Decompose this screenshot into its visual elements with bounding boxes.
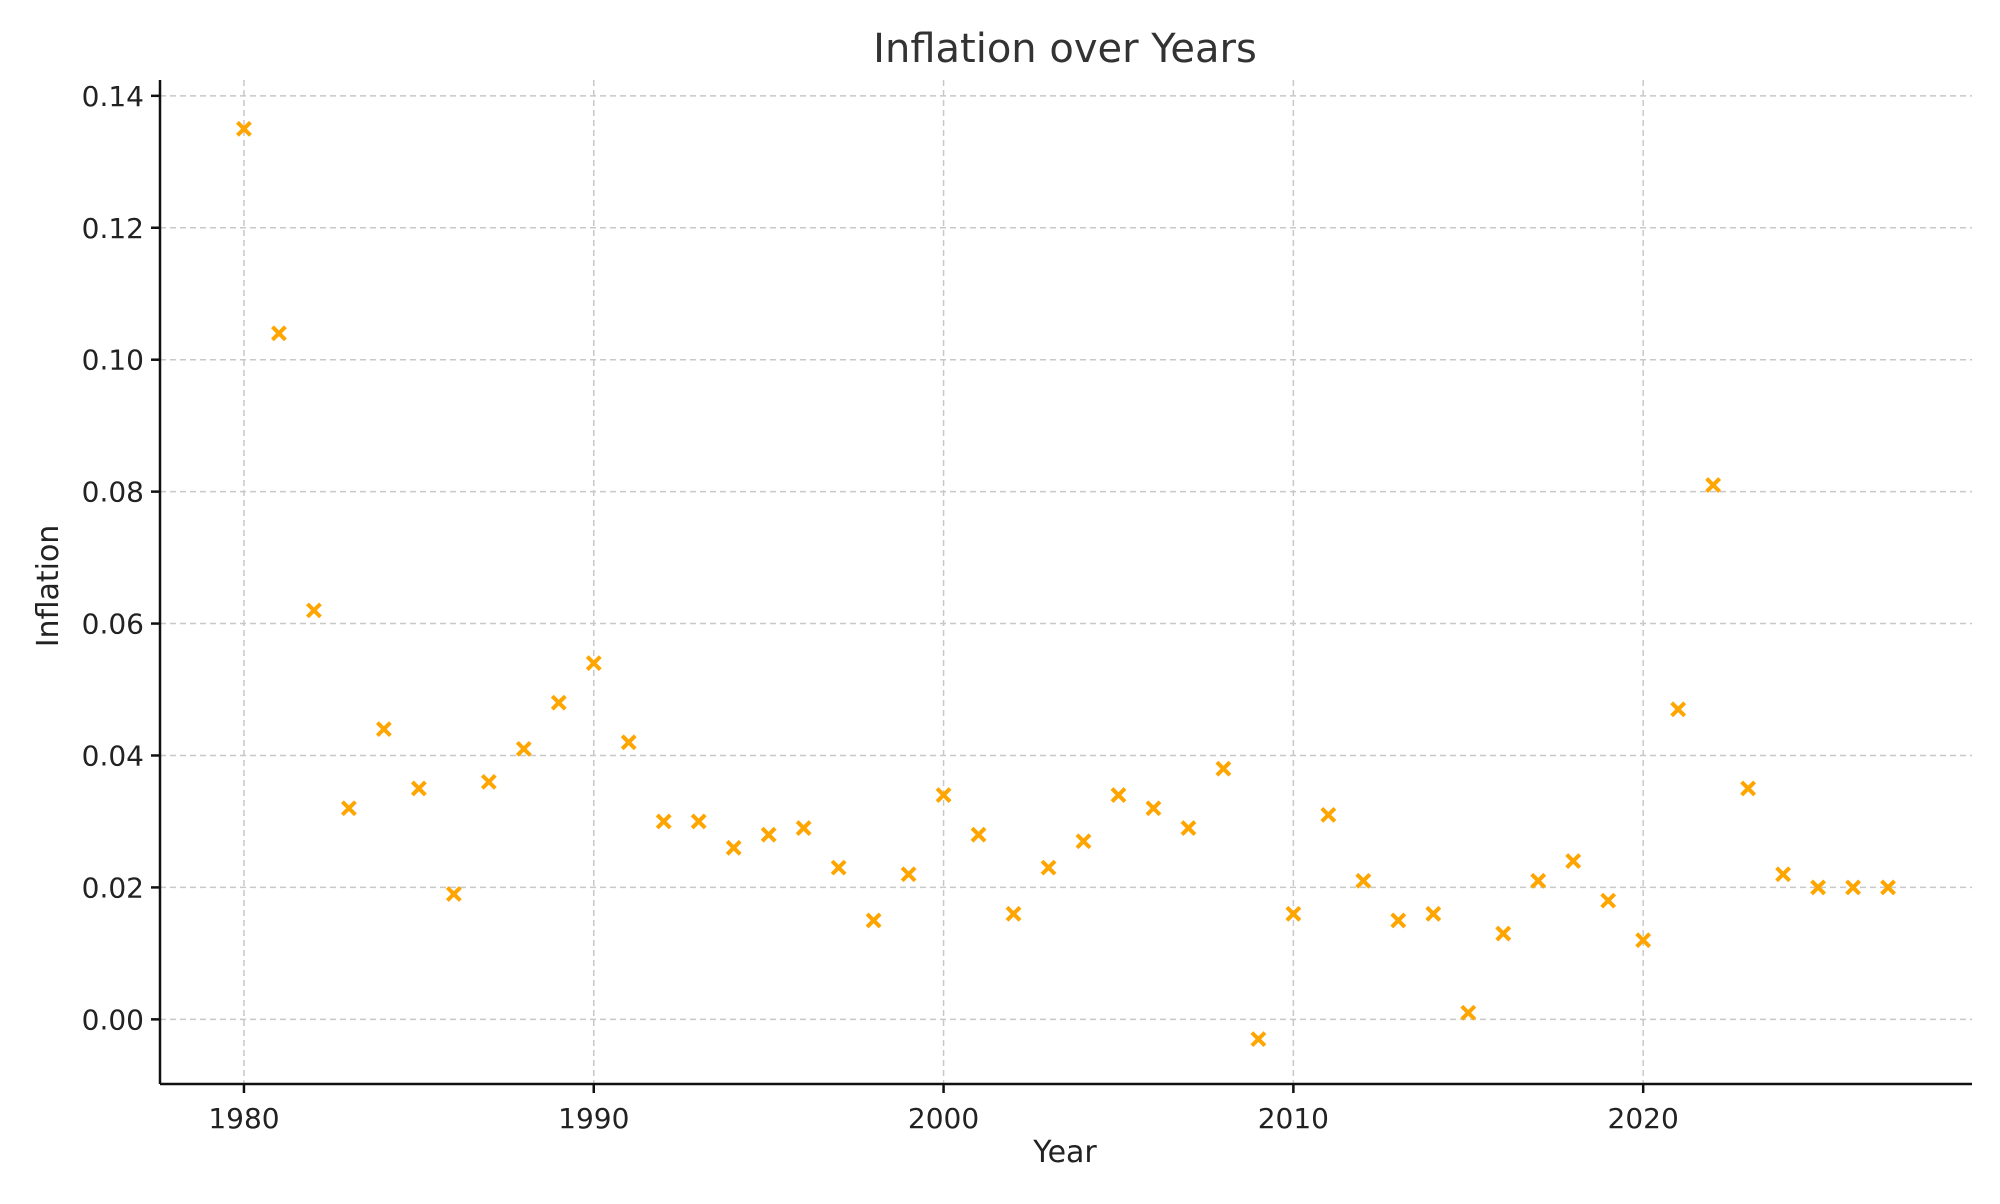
data-point (830, 859, 847, 876)
data-point (690, 813, 707, 830)
data-point (1670, 701, 1687, 718)
data-point (1740, 780, 1757, 797)
data-point (1775, 866, 1792, 883)
data-point (1390, 912, 1407, 929)
data-point (725, 839, 742, 856)
data-point (1355, 872, 1372, 889)
y-tick-label: 0.04 (82, 739, 144, 772)
y-axis-label: Inflation (31, 525, 66, 648)
data-point (271, 325, 287, 342)
chart-title: Inflation over Years (873, 26, 1257, 72)
data-point (795, 820, 812, 836)
y-tick-label: 0.06 (82, 608, 144, 641)
y-tick-label: 0.14 (82, 80, 144, 113)
y-tick-label: 0.02 (82, 871, 144, 904)
data-point (306, 602, 322, 619)
data-point (340, 800, 357, 817)
y-tick-label: 0.00 (82, 1003, 144, 1036)
axes (158, 80, 1972, 1086)
data-point (585, 655, 602, 672)
data-point (480, 773, 497, 790)
data-point (1425, 905, 1442, 922)
data-point (865, 912, 882, 929)
data-point (1530, 872, 1547, 889)
x-tick-label: 2010 (1258, 1102, 1329, 1135)
x-tick-label: 1990 (558, 1102, 629, 1135)
data-point (1145, 800, 1162, 817)
data-point (970, 826, 987, 843)
data-point (620, 734, 637, 751)
y-tick-label: 0.10 (82, 344, 144, 377)
data-point (1180, 820, 1197, 836)
data-point (1635, 932, 1652, 949)
data-point (550, 694, 567, 711)
ticks: 1980 1990 2000 2010 2020 0.00 0.02 0.04 0.06 0.08… (82, 80, 1679, 1135)
x-tick-label: 2000 (908, 1102, 979, 1135)
data-point (935, 787, 952, 803)
data-point (1880, 879, 1896, 896)
data-point (410, 780, 427, 797)
data-point (1460, 1004, 1477, 1021)
data-point (1215, 760, 1232, 777)
data-point (1005, 905, 1022, 922)
x-tick-label: 2020 (1608, 1102, 1679, 1135)
grid (160, 80, 1972, 1084)
data-point (375, 721, 392, 738)
y-tick-label: 0.08 (82, 476, 144, 509)
data-point (655, 813, 672, 830)
data-point (1040, 859, 1057, 876)
data-point (445, 886, 462, 902)
data-point (515, 740, 532, 757)
y-tick-label: 0.12 (82, 212, 144, 245)
data-point (1600, 892, 1617, 909)
data-point (236, 120, 252, 137)
data-point (1320, 806, 1337, 823)
data-point (1110, 787, 1127, 803)
x-axis-label: Year (1032, 1135, 1097, 1170)
data-point (760, 826, 777, 843)
x-tick-label: 1980 (208, 1102, 279, 1135)
data-point (1250, 1031, 1267, 1048)
data-points (236, 120, 1896, 1048)
data-point (1285, 905, 1302, 922)
data-point (1705, 477, 1722, 493)
data-point (900, 866, 917, 883)
data-point (1845, 879, 1861, 896)
data-point (1810, 879, 1826, 896)
data-point (1495, 925, 1512, 942)
data-point (1075, 833, 1092, 850)
data-point (1565, 853, 1582, 869)
